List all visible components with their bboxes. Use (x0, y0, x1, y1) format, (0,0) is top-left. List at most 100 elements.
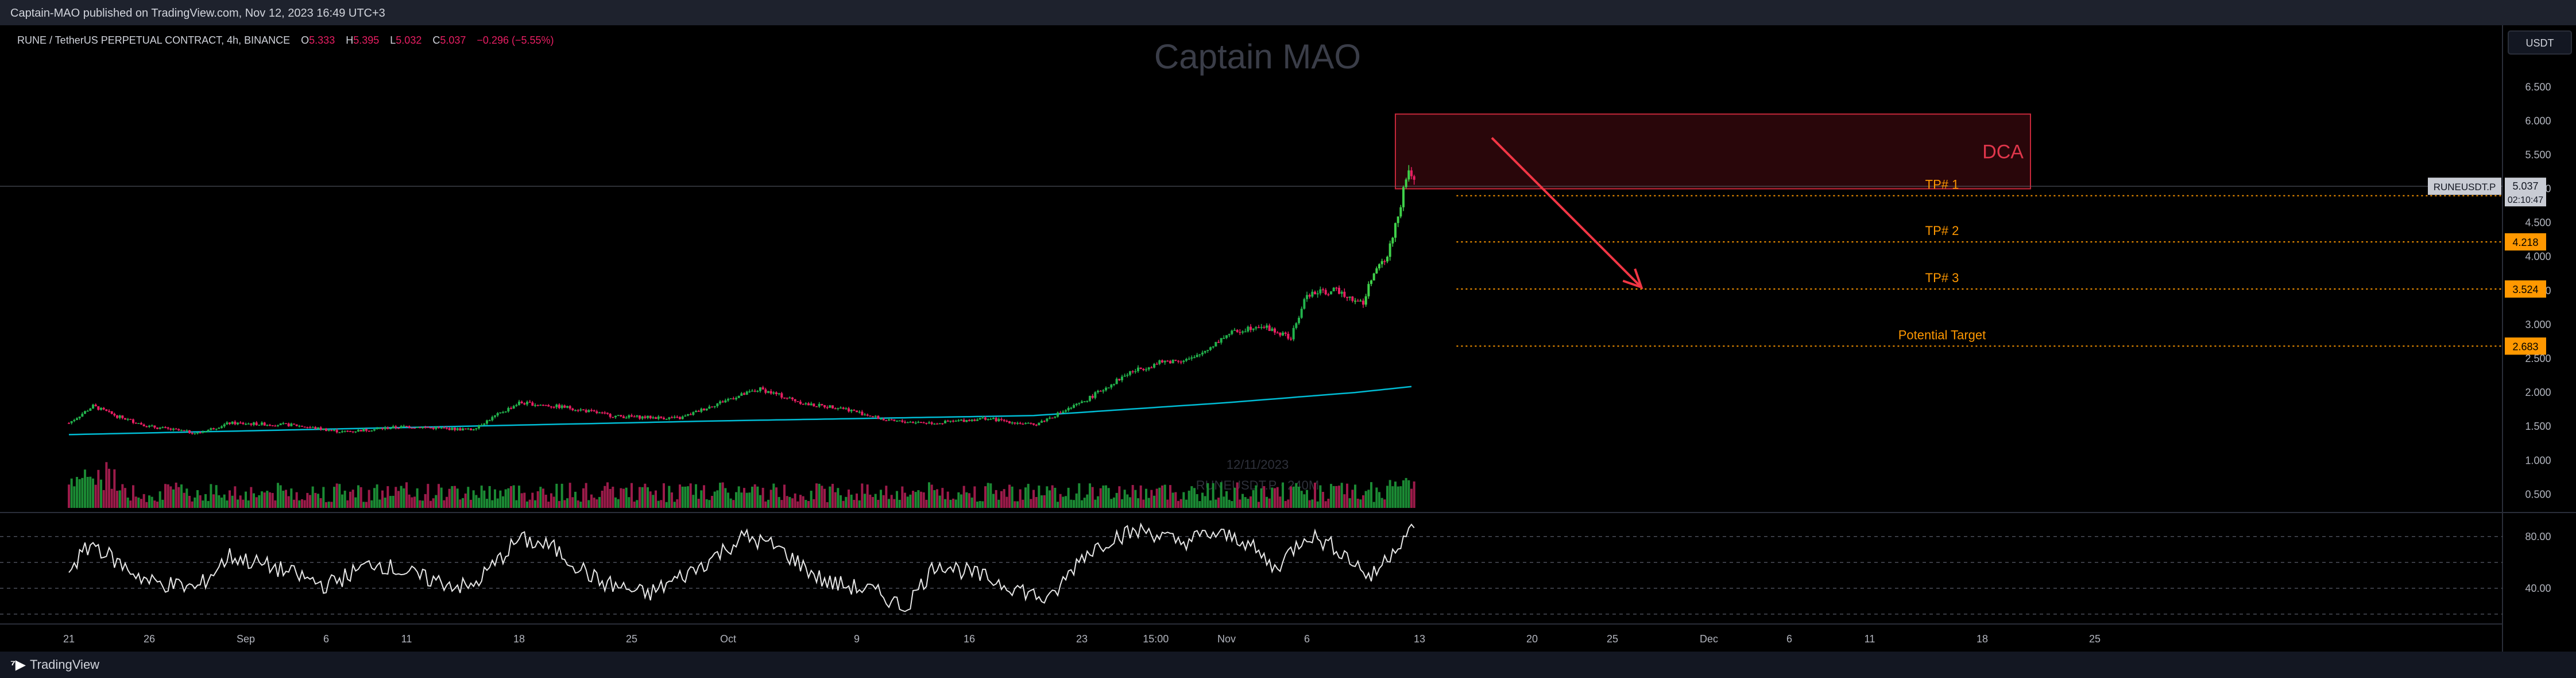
candle-body (786, 398, 788, 399)
candle-body (700, 409, 703, 412)
candle-body (888, 419, 890, 421)
candle-body (1014, 422, 1016, 424)
candle-body (239, 422, 242, 424)
candle-body (1113, 384, 1115, 385)
volume-bar (223, 494, 226, 508)
candle-body (520, 401, 523, 403)
volume-bar (673, 502, 676, 508)
volume-bar (901, 486, 904, 508)
candle-body (1000, 419, 1003, 420)
volume-bar (242, 499, 245, 508)
candle-body (756, 391, 759, 392)
candle-body (579, 409, 582, 411)
volume-bar (1182, 492, 1185, 508)
candle-body (1228, 334, 1231, 336)
volume-bar (708, 500, 711, 508)
candle-body (1340, 291, 1343, 294)
volume-bar (1070, 499, 1073, 508)
candle-body (957, 420, 960, 422)
volume-bar (486, 499, 488, 508)
volume-bar (1073, 500, 1075, 508)
currency-button[interactable]: USDT (2508, 30, 2572, 55)
candle-body (973, 419, 976, 421)
tradingview-logo[interactable]: ⁷▶ TradingView (10, 657, 99, 672)
volume-bar (890, 495, 893, 508)
candle-body (681, 416, 684, 419)
volume-bar (1348, 498, 1351, 508)
chart-canvas[interactable]: RUNE / TetherUS PERPETUAL CONTRACT, 4h, … (0, 25, 2576, 652)
volume-bar (1177, 500, 1179, 508)
volume-bar (472, 490, 475, 508)
candle-body (202, 432, 204, 433)
time-axis[interactable]: 21 26 Sep 6 11 18 25 Oct 9 16 23 15:00 Nov 6 13 20 25 Dec… (63, 633, 2101, 645)
candle-body (574, 410, 577, 411)
candle-body (571, 409, 574, 410)
candle-body (1166, 360, 1169, 362)
candle-body (1049, 417, 1051, 419)
candle-body (1356, 301, 1359, 302)
candle-body (354, 431, 357, 433)
volume-bar (277, 483, 279, 508)
volume-bar (76, 477, 78, 508)
volume-bar (1051, 485, 1054, 508)
candle-body (1115, 379, 1118, 384)
candle-body (94, 405, 97, 407)
volume-bar (1225, 491, 1228, 508)
volume-bar (735, 492, 737, 508)
time-tick-label: 26 (144, 633, 155, 645)
dca-zone-box[interactable] (1395, 113, 2031, 190)
chart-area[interactable]: RUNE / TetherUS PERPETUAL CONTRACT, 4h, … (0, 25, 2576, 652)
volume-bar (965, 492, 968, 508)
candle-body (1223, 338, 1225, 339)
volume-bar (1343, 494, 1346, 508)
candle-body (732, 398, 735, 400)
volume-bar (250, 487, 253, 508)
candle-body (164, 427, 167, 428)
arrow-shaft[interactable] (1491, 137, 1642, 288)
volume-bar (1209, 500, 1212, 508)
volume-bar (172, 489, 175, 508)
volume-bar (1078, 483, 1081, 508)
candle-body (1043, 421, 1046, 422)
legend-line: RUNE / TetherUS PERPETUAL CONTRACT, 4h, … (17, 34, 554, 46)
target-price-tag (2505, 337, 2546, 355)
volume-bar (829, 486, 831, 508)
volume-bar (815, 483, 818, 508)
candle-body (1276, 332, 1279, 334)
volume-bar (397, 491, 400, 508)
candle-body (430, 427, 432, 429)
volume-bar (183, 492, 185, 508)
candle-body (483, 423, 486, 425)
volume-bar (392, 495, 394, 508)
volume-bar (528, 499, 531, 508)
volume-bar (1011, 486, 1014, 508)
candle-body (1383, 261, 1386, 263)
candle-body (550, 406, 552, 407)
candle-body (842, 407, 845, 409)
candle-body (199, 432, 202, 434)
volume-bar (799, 495, 802, 508)
candle-body (504, 411, 507, 413)
candle-body (783, 397, 786, 399)
volume-bar (1316, 501, 1319, 508)
volume-bar (512, 485, 515, 508)
candle-body (874, 415, 877, 417)
volume-bar (405, 482, 408, 508)
volume-bar (978, 500, 981, 508)
volume-bar (719, 483, 721, 508)
volume-bar (134, 496, 137, 508)
candle-body (748, 391, 751, 392)
candle-body (338, 432, 341, 433)
volume-bar (992, 494, 995, 508)
volume-bar (349, 491, 351, 508)
candle-body (737, 395, 740, 398)
volume-bar (668, 486, 671, 508)
candle-body (253, 422, 255, 425)
candle-body (226, 422, 229, 425)
volume-bar (1142, 499, 1145, 508)
volume-bar (1094, 499, 1097, 508)
candle-body (475, 428, 478, 430)
dca-zone[interactable]: DCA (0, 113, 2502, 190)
volume-bar (1268, 498, 1271, 508)
